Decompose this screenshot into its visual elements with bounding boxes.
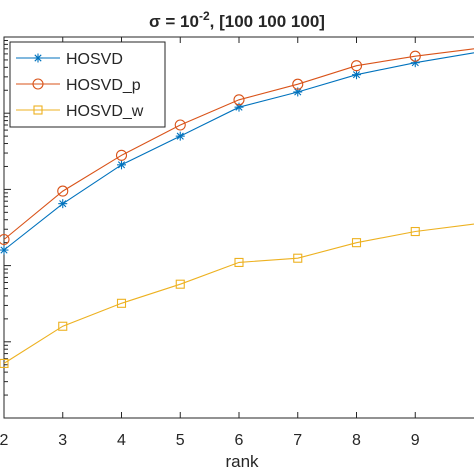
x-tick-label-3: 3 <box>58 432 67 449</box>
data-point-HOSVD_p-5 <box>174 119 186 131</box>
data-point-HOSVD_w-8 <box>351 238 362 248</box>
data-point-HOSVD_w-6 <box>234 257 244 267</box>
chart-title: σ = 10-2, [100 100 100] <box>149 9 325 31</box>
y-axis-ticks <box>4 39 11 419</box>
data-point-HOSVD-4 <box>117 160 126 170</box>
x-tick-label-7: 7 <box>293 432 302 449</box>
legend-label-HOSVD: HOSVD <box>66 51 123 68</box>
title-exponent: -2 <box>199 9 210 23</box>
data-point-HOSVD_w-2 <box>0 358 9 368</box>
x-tick-label-4: 4 <box>117 432 126 449</box>
x-tick-label-5: 5 <box>176 432 185 449</box>
series-layer <box>0 48 474 368</box>
legend-marker-HOSVD <box>33 53 43 63</box>
series-HOSVD_w <box>0 223 474 368</box>
data-point-HOSVD_p-4 <box>115 149 128 161</box>
data-point-HOSVD-3 <box>58 199 68 209</box>
legend-marker-HOSVD_w <box>33 105 43 115</box>
series-HOSVD <box>0 52 474 255</box>
data-point-HOSVD-5 <box>175 131 185 141</box>
legend: HOSVD HOSVD_p HOSVD_w <box>9 41 166 128</box>
x-axis-ticks: 2 3 4 5 6 7 8 9 <box>0 37 420 449</box>
x-tick-label-8: 8 <box>352 432 361 449</box>
data-point-HOSVD_p-9 <box>409 50 421 62</box>
x-tick-label-9: 9 <box>411 432 420 449</box>
data-point-HOSVD_p-2 <box>0 233 10 246</box>
data-point-HOSVD-6 <box>234 102 244 112</box>
data-point-HOSVD_p-7 <box>292 78 304 90</box>
title-suffix: , [100 100 100] <box>210 12 325 31</box>
data-point-HOSVD_w-9 <box>410 226 420 237</box>
x-tick-label-2: 2 <box>0 432 9 449</box>
legend-label-HOSVD_p: HOSVD_p <box>66 77 141 94</box>
data-point-HOSVD-2 <box>0 245 9 255</box>
legend-marker-HOSVD_p <box>32 78 44 90</box>
data-point-HOSVD_p-8 <box>350 60 363 72</box>
data-point-HOSVD_p-6 <box>233 94 245 106</box>
x-tick-label-6: 6 <box>235 432 244 449</box>
data-point-HOSVD_w-3 <box>58 321 68 331</box>
data-point-HOSVD_w-7 <box>293 253 303 263</box>
series-line-HOSVD_p <box>3 48 474 240</box>
x-axis-label: rank <box>225 452 259 471</box>
data-point-HOSVD_w-4 <box>116 298 127 308</box>
axes-box <box>3 36 474 419</box>
data-point-HOSVD_w-5 <box>175 279 185 289</box>
legend-label-HOSVD_w: HOSVD_w <box>66 103 144 120</box>
series-HOSVD_p <box>0 48 474 246</box>
data-point-HOSVD_p-3 <box>57 185 69 197</box>
series-line-HOSVD_w <box>3 223 474 364</box>
plot-area: 2 3 4 5 6 7 8 9 <box>0 36 474 449</box>
data-point-HOSVD-8 <box>352 70 361 80</box>
title-prefix: σ = 10 <box>149 12 199 31</box>
